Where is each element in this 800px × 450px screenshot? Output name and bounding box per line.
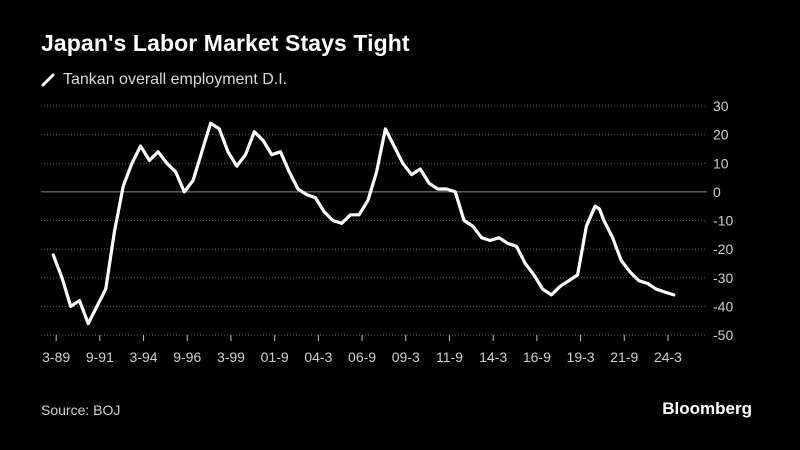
- x-tick-label: 06-9: [348, 349, 376, 365]
- legend-line-icon: [41, 73, 55, 87]
- x-tick-label: 19-3: [567, 349, 595, 365]
- x-tick-label: 9-96: [173, 349, 201, 365]
- y-tick-label: -10: [713, 213, 733, 229]
- x-tick-label: 14-3: [479, 349, 507, 365]
- y-tick-label: -30: [713, 270, 733, 286]
- legend: Tankan overall employment D.I.: [41, 71, 287, 89]
- x-tick-label: 01-9: [261, 349, 289, 365]
- x-tick-label: 09-3: [392, 349, 420, 365]
- x-tick-label: 3-89: [42, 349, 70, 365]
- x-tick-label: 9-91: [86, 349, 114, 365]
- series-line-0: [51, 121, 676, 326]
- bloomberg-logo: Bloomberg: [662, 399, 752, 418]
- y-tick-label: 30: [713, 98, 729, 114]
- x-tick-label: 24-3: [654, 349, 682, 365]
- x-tick-label: 16-9: [523, 349, 551, 365]
- x-tick-label: 3-94: [130, 349, 158, 365]
- y-tick-label: -40: [713, 298, 733, 314]
- legend-label: Tankan overall employment D.I.: [63, 71, 288, 88]
- chart-title: Japan's Labor Market Stays Tight: [41, 30, 410, 56]
- y-tick-label: 10: [713, 155, 729, 171]
- y-tick-label: 0: [713, 184, 721, 200]
- x-tick-label: 3-99: [217, 349, 245, 365]
- y-tick-label: -20: [713, 241, 733, 257]
- y-tick-label: 20: [713, 127, 729, 143]
- x-tick-label: 11-9: [436, 349, 463, 365]
- x-tick-label: 21-9: [610, 349, 638, 365]
- x-tick-label: 04-3: [304, 349, 332, 365]
- source-note: Source: BOJ: [41, 402, 121, 418]
- y-tick-label: -50: [713, 327, 733, 343]
